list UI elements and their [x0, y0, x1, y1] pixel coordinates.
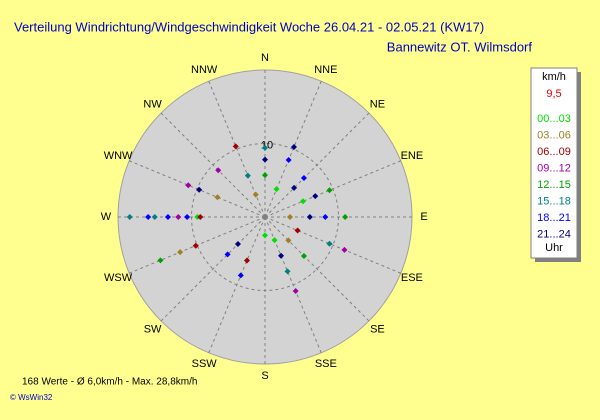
- data-point: [291, 184, 298, 191]
- r-tick-label: 10: [261, 139, 273, 151]
- legend-box: [530, 67, 578, 259]
- data-point: [286, 214, 293, 220]
- data-point: [300, 198, 307, 205]
- data-point: [151, 214, 158, 220]
- data-point: [262, 172, 268, 179]
- data-point: [185, 182, 192, 189]
- data-point: [196, 186, 203, 193]
- data-point: [192, 242, 199, 249]
- data-point: [326, 187, 333, 194]
- data-point: [197, 214, 204, 220]
- legend-entry: 15...18: [537, 195, 571, 207]
- data-point: [292, 288, 299, 295]
- data-point: [126, 214, 133, 220]
- legend-entry: 12...15: [537, 179, 571, 191]
- data-point: [215, 167, 222, 174]
- direction-label: E: [420, 211, 427, 223]
- direction-label: S: [261, 370, 268, 382]
- direction-label: ENE: [401, 150, 424, 162]
- direction-label: SW: [144, 323, 162, 335]
- data-point: [164, 214, 171, 220]
- direction-label: SSE: [315, 358, 337, 370]
- data-point: [322, 214, 329, 220]
- spoke: [264, 216, 370, 322]
- direction-label: NW: [143, 98, 162, 110]
- data-point: [326, 240, 333, 247]
- legend-entry: 00...03: [537, 113, 571, 125]
- chart-subtitle: Bannewitz OT. Wilmsdorf: [387, 39, 533, 54]
- data-point: [175, 214, 182, 220]
- legend-note: 9,5: [546, 88, 561, 100]
- data-point: [285, 237, 292, 244]
- direction-label: WSW: [104, 272, 133, 284]
- direction-label: N: [261, 52, 269, 64]
- data-point: [278, 252, 285, 259]
- data-point: [306, 214, 313, 220]
- legend-entry: 18...21: [537, 212, 571, 224]
- data-point: [252, 191, 259, 198]
- direction-label: NNW: [191, 64, 218, 76]
- data-point: [342, 214, 349, 220]
- direction-label: SE: [370, 323, 385, 335]
- legend-entry: 06...09: [537, 146, 571, 158]
- direction-label: NE: [370, 98, 385, 110]
- data-point: [184, 214, 191, 220]
- data-point: [262, 156, 268, 163]
- data-point: [224, 251, 231, 258]
- legend-entry: 21...24: [537, 228, 571, 240]
- footer-stats: 168 Werte - Ø 6,0km/h - Max. 28,8km/h: [22, 377, 197, 388]
- direction-label: W: [101, 211, 112, 223]
- data-point: [273, 186, 280, 193]
- footer-copyright: © WsWin32: [10, 393, 53, 402]
- data-point: [341, 246, 348, 253]
- data-point: [244, 172, 251, 179]
- data-point: [214, 194, 221, 201]
- spoke: [264, 216, 402, 274]
- direction-label: WNW: [104, 150, 133, 162]
- data-point: [300, 175, 307, 182]
- legend-entry: 09...12: [537, 162, 571, 174]
- data-point: [234, 241, 241, 248]
- data-point: [262, 232, 268, 239]
- data-point: [145, 214, 152, 220]
- legend-entry: 03...06: [537, 129, 571, 141]
- data-point: [177, 249, 184, 256]
- data-point: [157, 257, 164, 264]
- data-point: [285, 156, 292, 163]
- data-point: [243, 257, 250, 264]
- grid-ring: [191, 143, 339, 291]
- data-point: [262, 144, 268, 151]
- data-point: [271, 237, 278, 244]
- direction-label: ESE: [401, 272, 423, 284]
- chart-title: Verteilung Windrichtung/Windgeschwindigk…: [14, 19, 484, 34]
- legend-footer: Uhr: [545, 242, 563, 254]
- data-point: [294, 227, 301, 234]
- spoke: [160, 216, 266, 322]
- data-point: [284, 268, 291, 275]
- direction-label: NNE: [314, 64, 337, 76]
- data-point: [312, 193, 319, 200]
- data-point: [290, 144, 297, 151]
- data-point: [237, 272, 244, 279]
- direction-label: SSW: [192, 358, 218, 370]
- data-point: [232, 143, 239, 150]
- legend-title: km/h: [542, 71, 566, 83]
- data-point: [300, 252, 307, 259]
